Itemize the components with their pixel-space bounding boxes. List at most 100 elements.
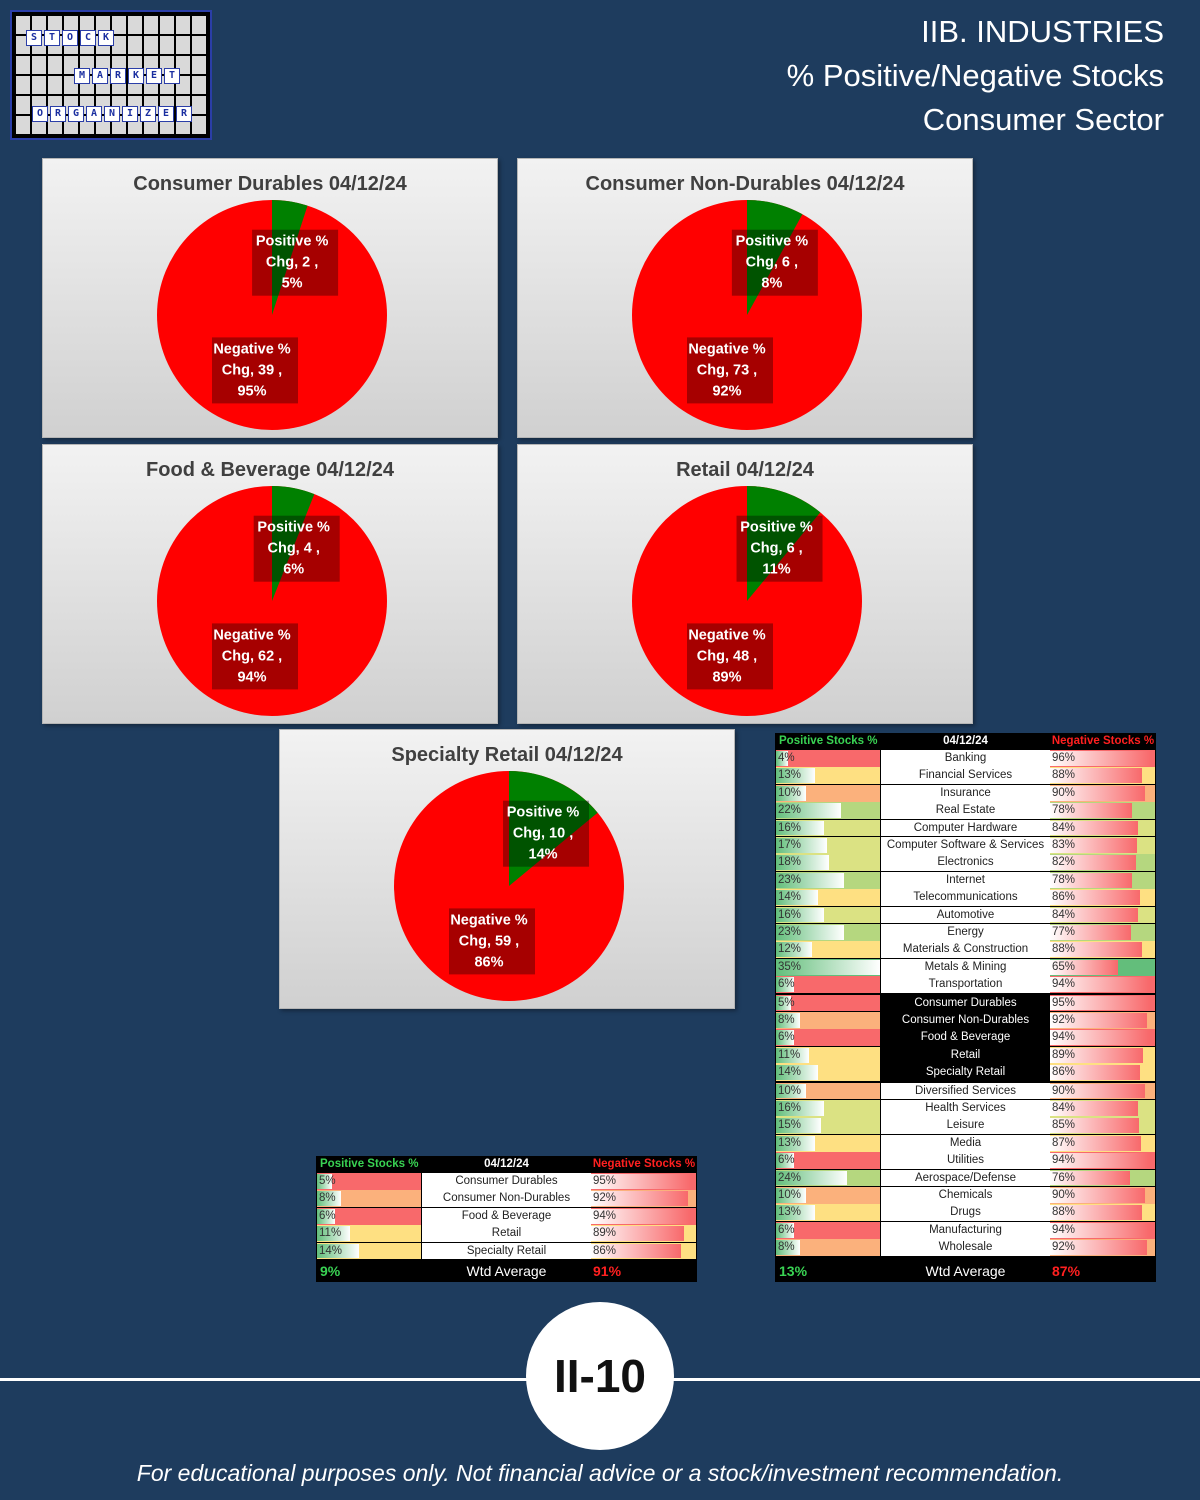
negative-cell: 94% <box>1050 1221 1155 1239</box>
positive-cell: 35% <box>776 958 880 976</box>
negative-value: 83% <box>1052 839 1076 851</box>
positive-cell: 6% <box>776 976 880 994</box>
logo-letter: A <box>86 106 102 122</box>
industry-name: Manufacturing <box>881 1221 1050 1239</box>
svg-text:Chg, 4 ,: Chg, 4 , <box>268 541 320 557</box>
positive-bar <box>776 977 794 993</box>
industry-name: Consumer Non-Durables <box>881 1012 1050 1029</box>
table-row: 16% Health Services 84% <box>775 1100 1156 1117</box>
industry-name: Wholesale <box>881 1239 1050 1257</box>
positive-value: 5% <box>778 996 795 1009</box>
positive-cell: 4% <box>776 750 880 767</box>
industry-name: Health Services <box>881 1100 1050 1117</box>
logo-letter: N <box>104 106 120 122</box>
industry-name: Insurance <box>881 784 1050 802</box>
pie-label-positive: Positive % Chg, 6 , 8% <box>731 229 818 296</box>
table-footer: 9% Wtd Average 91% <box>316 1260 697 1282</box>
positive-bar <box>776 820 824 836</box>
industry-name: Aerospace/Defense <box>881 1169 1050 1187</box>
positive-cell: 14% <box>317 1242 421 1260</box>
negative-cell: 89% <box>1050 1046 1155 1064</box>
logo-letter: K <box>98 30 114 46</box>
table-row: 17% Computer Software & Services 83% <box>775 837 1156 854</box>
pie-label-negative: Negative % Chg, 59 , 86% <box>449 908 535 975</box>
positive-bar <box>776 1101 824 1116</box>
negative-value: 92% <box>1052 1014 1076 1026</box>
page-number-badge: II-10 <box>526 1302 674 1450</box>
positive-cell: 11% <box>776 1046 880 1064</box>
table-row: 10% Diversified Services 90% <box>775 1082 1156 1100</box>
svg-text:94%: 94% <box>237 669 266 685</box>
positive-cell: 23% <box>776 871 880 889</box>
positive-value: 13% <box>778 769 802 782</box>
negative-bar <box>1050 1118 1140 1134</box>
industry-name: Energy <box>881 924 1050 941</box>
negative-cell: 82% <box>1050 854 1155 872</box>
negative-bar <box>1050 785 1145 801</box>
negative-cell: 84% <box>1050 906 1155 924</box>
positive-bar <box>776 803 842 819</box>
industry-name: Consumer Non-Durables <box>422 1190 591 1208</box>
table-row: 12% Materials & Construction 88% <box>775 941 1156 959</box>
svg-text:5%: 5% <box>282 276 303 292</box>
pie-slice-positive <box>747 200 803 315</box>
industry-name: Consumer Durables <box>881 994 1050 1012</box>
pie-label-negative: Negative % Chg, 73 , 92% <box>687 337 773 404</box>
industry-name: Internet <box>881 871 1050 889</box>
svg-text:Negative %: Negative % <box>213 627 290 643</box>
negative-value: 88% <box>1052 1206 1076 1219</box>
all-industries-table: Positive Stocks % 04/12/24 Negative Stocks… <box>775 733 1156 1282</box>
logo-letter: R <box>176 106 192 122</box>
industry-name: Electronics <box>881 854 1050 872</box>
negative-cell: 90% <box>1050 1187 1155 1204</box>
industry-name: Materials & Construction <box>881 941 1050 959</box>
industry-name: Telecommunications <box>881 889 1050 907</box>
negative-cell: 86% <box>1050 1064 1155 1082</box>
positive-bar <box>776 1153 794 1169</box>
negative-bar <box>591 1243 682 1259</box>
negative-cell: 86% <box>1050 889 1155 907</box>
negative-cell: 84% <box>1050 1100 1155 1117</box>
industry-name: Retail <box>881 1046 1050 1064</box>
table-row: 18% Electronics 82% <box>775 854 1156 872</box>
negative-value: 89% <box>593 1227 617 1240</box>
negative-cell: 92% <box>591 1190 696 1208</box>
negative-bar <box>1050 855 1137 871</box>
table-row: 24% Aerospace/Defense 76% <box>775 1169 1156 1187</box>
positive-bar <box>776 995 791 1011</box>
table-row: 13% Financial Services 88% <box>775 767 1156 785</box>
positive-value: 10% <box>778 1189 802 1201</box>
positive-bar <box>776 959 880 975</box>
negative-value: 85% <box>1052 1119 1076 1132</box>
page-header: IIB. INDUSTRIES % Positive/Negative Stoc… <box>787 10 1164 142</box>
positive-bar <box>776 1013 800 1028</box>
table-row: 11% Retail 89% <box>775 1046 1156 1064</box>
positive-cell: 10% <box>776 784 880 802</box>
negative-value: 86% <box>1052 1066 1076 1079</box>
negative-value: 87% <box>1052 1136 1076 1149</box>
header-line-3: Consumer Sector <box>922 102 1164 137</box>
positive-cell: 13% <box>776 1134 880 1152</box>
negative-bar <box>1050 1065 1141 1081</box>
svg-text:Negative %: Negative % <box>213 341 290 357</box>
footer-negative-average: 87% <box>1052 1263 1081 1279</box>
negative-value: 95% <box>1052 996 1076 1009</box>
negative-bar <box>1050 1101 1139 1116</box>
positive-value: 35% <box>778 960 802 973</box>
svg-text:92%: 92% <box>712 383 741 399</box>
positive-value: 6% <box>778 1154 795 1167</box>
pie-panel-specialty-retail: Specialty Retail 04/12/24 Positive % Chg,… <box>279 729 735 1009</box>
positive-cell: 8% <box>776 1012 880 1029</box>
positive-value: 17% <box>778 839 802 851</box>
positive-bar <box>776 855 830 871</box>
positive-bar <box>317 1174 332 1189</box>
positive-bar <box>776 1188 806 1203</box>
positive-value: 6% <box>778 978 795 991</box>
header-positive: Positive Stocks % <box>779 735 878 747</box>
positive-value: 8% <box>319 1192 336 1205</box>
positive-value: 6% <box>778 1223 795 1236</box>
industry-name: Computer Software & Services <box>881 837 1050 854</box>
positive-bar <box>317 1226 350 1242</box>
negative-bar <box>1050 959 1119 975</box>
